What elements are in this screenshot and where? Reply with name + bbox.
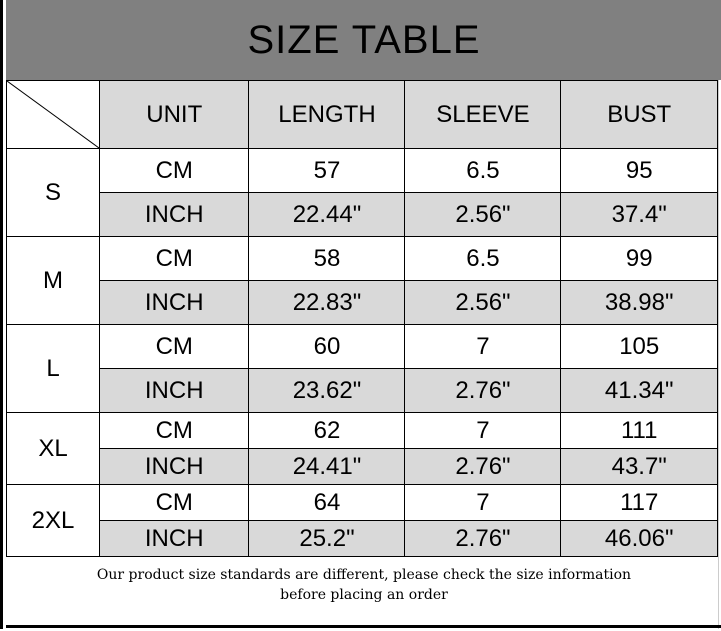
unit-cell: INCH (98, 280, 250, 325)
bust-cell: 95 (560, 148, 718, 193)
table-row: INCH 23.62" 2.76" 41.34" (7, 368, 718, 413)
sleeve-cell: 6.5 (404, 236, 562, 281)
size-note-line-1: Our product size standards are different… (96, 567, 632, 583)
bust-cell: 41.34" (560, 368, 718, 413)
length-cell: 57 (248, 148, 406, 193)
size-note: Our product size standards are different… (6, 556, 721, 628)
length-cell: 64 (248, 484, 406, 521)
sleeve-cell: 2.76" (404, 368, 562, 413)
unit-cell: CM (98, 148, 250, 193)
length-cell: 22.83" (248, 280, 406, 325)
table-title: SIZE TABLE (6, 0, 721, 80)
unit-cell: INCH (98, 448, 250, 485)
sleeve-cell: 7 (404, 484, 562, 521)
table-row: L CM 60 7 105 (6, 324, 718, 413)
bust-cell: 111 (560, 412, 718, 449)
size-label: XL (6, 412, 100, 485)
size-label: S (6, 148, 100, 237)
table-row: S CM 57 6.5 95 (6, 148, 718, 237)
table-row: XL CM 62 7 111 (6, 412, 718, 485)
size-label: L (6, 324, 100, 413)
sleeve-cell: 6.5 (404, 148, 562, 193)
size-note-line-2: before placing an order (280, 587, 448, 603)
unit-cell: CM (98, 412, 250, 449)
table-row: 2XL CM 64 7 117 (6, 484, 718, 557)
size-label: M (6, 236, 100, 325)
length-cell: 25.2" (248, 520, 406, 557)
bust-cell: 46.06" (560, 520, 718, 557)
size-table: UNIT LENGTH SLEEVE BUST S CM 57 6.5 95 INCH 22… (6, 80, 718, 557)
length-cell: 60 (248, 324, 406, 369)
unit-cell: CM (98, 484, 250, 521)
table-row: INCH 25.2" 2.76" 46.06" (7, 520, 718, 557)
length-cell: 24.41" (248, 448, 406, 485)
table-row: INCH 24.41" 2.76" 43.7" (7, 448, 718, 485)
sleeve-cell: 7 (404, 412, 562, 449)
sleeve-cell: 2.76" (404, 520, 562, 557)
length-cell: 23.62" (248, 368, 406, 413)
header-row: UNIT LENGTH SLEEVE BUST (6, 80, 718, 149)
header-bust: BUST (560, 80, 718, 149)
bust-cell: 99 (560, 236, 718, 281)
sleeve-cell: 2.56" (404, 280, 562, 325)
table-row: INCH 22.44" 2.56" 37.4" (7, 192, 718, 237)
size-label: 2XL (6, 484, 100, 557)
length-cell: 58 (248, 236, 406, 281)
length-cell: 62 (248, 412, 406, 449)
bust-cell: 43.7" (560, 448, 718, 485)
length-cell: 22.44" (248, 192, 406, 237)
sleeve-cell: 2.76" (404, 448, 562, 485)
header-length: LENGTH (248, 80, 406, 149)
bust-cell: 37.4" (560, 192, 718, 237)
sleeve-cell: 2.56" (404, 192, 562, 237)
table-row: M CM 58 6.5 99 (6, 236, 718, 325)
unit-cell: INCH (98, 368, 250, 413)
header-unit: UNIT (98, 80, 250, 149)
unit-cell: INCH (98, 192, 250, 237)
bust-cell: 38.98" (560, 280, 718, 325)
table-row: INCH 22.83" 2.56" 38.98" (7, 280, 718, 325)
unit-cell: CM (98, 324, 250, 369)
diagonal-corner-cell (6, 80, 100, 149)
header-sleeve: SLEEVE (404, 80, 562, 149)
unit-cell: INCH (98, 520, 250, 557)
sleeve-cell: 7 (404, 324, 562, 369)
bust-cell: 105 (560, 324, 718, 369)
unit-cell: CM (98, 236, 250, 281)
bust-cell: 117 (560, 484, 718, 521)
